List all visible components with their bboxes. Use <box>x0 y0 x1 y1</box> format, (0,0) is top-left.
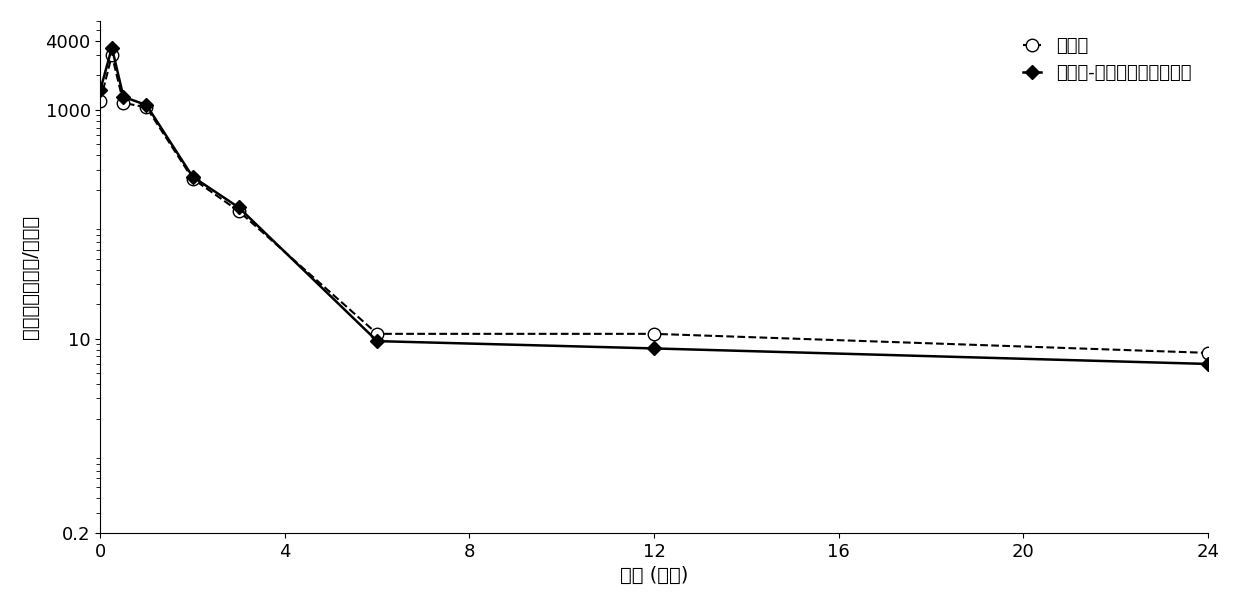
聚合物-碳水化合物的缀合物 <box>139 101 154 108</box>
聚合物-碳水化合物的缀合物 <box>232 204 247 211</box>
商业的 <box>1200 349 1215 356</box>
商业的 <box>370 330 384 338</box>
Line: 商业的: 商业的 <box>94 49 1214 359</box>
Line: 聚合物-碳水化合物的缀合物: 聚合物-碳水化合物的缀合物 <box>95 43 1213 369</box>
商业的 <box>93 97 108 104</box>
聚合物-碳水化合物的缀合物 <box>104 44 119 52</box>
商业的 <box>104 52 119 59</box>
聚合物-碳水化合物的缀合物 <box>646 345 661 352</box>
商业的 <box>646 330 661 338</box>
聚合物-碳水化合物的缀合物 <box>93 86 108 93</box>
聚合物-碳水化合物的缀合物 <box>1200 361 1215 368</box>
商业的 <box>139 104 154 111</box>
Y-axis label: 对数浓度（纳克/毫升）: 对数浓度（纳克/毫升） <box>21 215 40 339</box>
商业的 <box>232 207 247 215</box>
聚合物-碳水化合物的缀合物 <box>370 338 384 345</box>
商业的 <box>185 175 200 182</box>
Legend: 商业的, 聚合物-碳水化合物的缀合物: 商业的, 聚合物-碳水化合物的缀合物 <box>1017 30 1199 89</box>
商业的 <box>117 99 131 107</box>
X-axis label: 时间 (小时): 时间 (小时) <box>620 566 688 585</box>
聚合物-碳水化合物的缀合物 <box>185 173 200 181</box>
聚合物-碳水化合物的缀合物 <box>117 93 131 101</box>
